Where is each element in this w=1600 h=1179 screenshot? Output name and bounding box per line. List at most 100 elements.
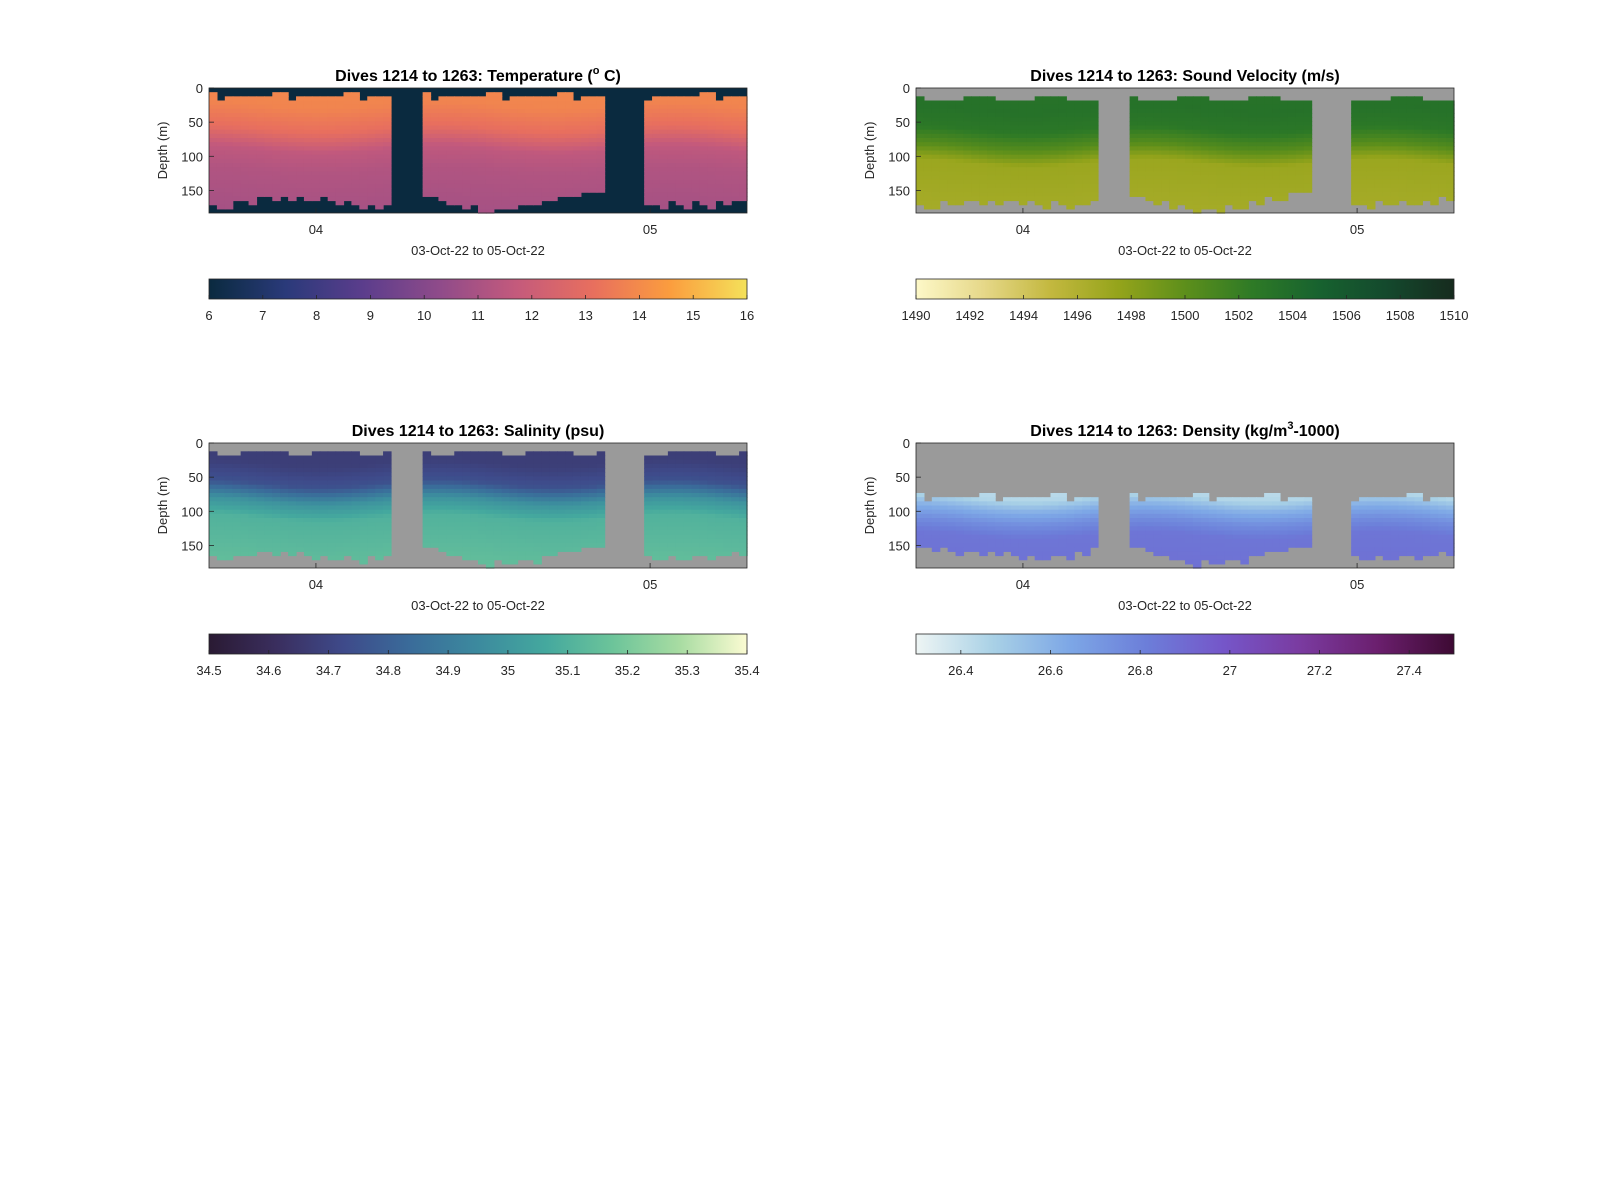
heatmap-cell: [1074, 100, 1083, 106]
heatmap-cell: [303, 188, 313, 193]
heatmap-cell: [224, 459, 234, 465]
heatmap-cell: [1279, 183, 1289, 189]
heatmap-cell: [478, 451, 487, 457]
heatmap-cell: [240, 100, 250, 106]
heatmap-cell: [1406, 100, 1416, 106]
heatmap-cell: [1406, 183, 1416, 189]
heatmap-cell: [916, 138, 925, 143]
heatmap-cell: [683, 497, 693, 502]
heatmap-cell: [280, 167, 289, 172]
colorbar-tick-label: 13: [578, 308, 592, 323]
heatmap-cell: [264, 158, 273, 164]
heatmap-cell: [1010, 146, 1020, 152]
heatmap-cell: [971, 129, 980, 135]
heatmap-cell: [501, 472, 511, 477]
heatmap-cell: [272, 484, 281, 490]
heatmap-cell: [351, 133, 360, 139]
heatmap-cell: [549, 183, 558, 189]
heatmap-cell: [375, 200, 384, 206]
heatmap-cell: [1359, 125, 1368, 131]
heatmap-cell: [240, 543, 250, 548]
heatmap-cell: [248, 142, 258, 147]
heatmap-cell: [422, 154, 432, 160]
heatmap-cell: [675, 451, 685, 457]
heatmap-cell: [1366, 196, 1376, 202]
heatmap-cell: [652, 455, 661, 461]
x-axis-label: 03-Oct-22 to 05-Oct-22: [1118, 243, 1252, 258]
heatmap-cell: [335, 463, 345, 469]
heatmap-cell: [572, 117, 582, 122]
heatmap-cell: [723, 551, 732, 557]
heatmap-cell: [1216, 208, 1226, 214]
heatmap-cell: [1003, 179, 1012, 185]
heatmap-cell: [311, 501, 321, 507]
heatmap-cell: [224, 171, 234, 177]
heatmap-cell: [1185, 167, 1194, 172]
heatmap-cell: [588, 158, 598, 164]
heatmap-cell: [723, 125, 732, 131]
heatmap-cell: [1446, 146, 1455, 152]
heatmap-cell: [1026, 530, 1036, 536]
heatmap-cell: [478, 459, 487, 465]
heatmap-cell: [580, 543, 590, 548]
heatmap-cell: [288, 163, 297, 168]
heatmap-cell: [533, 108, 542, 114]
heatmap-cell: [659, 522, 669, 527]
heatmap-cell: [240, 526, 250, 532]
heatmap-cell: [1034, 518, 1044, 523]
heatmap-cell: [1414, 175, 1423, 181]
heatmap-cell: [1438, 142, 1447, 147]
heatmap-cell: [478, 104, 487, 110]
heatmap-cell: [493, 154, 503, 160]
heatmap-cell: [1010, 125, 1020, 131]
heatmap-cell: [723, 100, 732, 106]
heatmap-cell: [224, 526, 234, 532]
heatmap-cell: [288, 125, 297, 131]
heatmap-cell: [565, 513, 574, 519]
heatmap-cell: [1018, 104, 1028, 110]
heatmap-cell: [1264, 104, 1273, 110]
heatmap-cell: [351, 96, 360, 102]
heatmap-cell: [995, 171, 1004, 177]
heatmap-cell: [1303, 175, 1313, 181]
heatmap-cell: [675, 543, 685, 548]
heatmap-cell: [319, 188, 329, 193]
heatmap-cell: [916, 158, 925, 164]
heatmap-cell: [1414, 188, 1423, 193]
heatmap-cell: [916, 125, 925, 131]
heatmap-cell: [1034, 551, 1044, 557]
heatmap-cell: [509, 555, 519, 561]
heatmap-cell: [1042, 555, 1052, 561]
heatmap-cell: [565, 493, 574, 498]
heatmap-cell: [248, 200, 258, 206]
heatmap-cell: [644, 183, 653, 189]
heatmap-cell: [256, 497, 265, 502]
heatmap-cell: [1161, 154, 1170, 160]
heatmap-cell: [572, 526, 582, 532]
heatmap-cell: [699, 150, 709, 156]
heatmap-cell: [652, 551, 661, 557]
heatmap-cell: [430, 183, 440, 189]
heatmap-cell: [1224, 117, 1234, 122]
heatmap-cell: [303, 125, 313, 131]
heatmap-cell: [580, 505, 590, 511]
heatmap-cell: [383, 108, 392, 114]
heatmap-cell: [659, 167, 669, 172]
heatmap-cell: [652, 522, 661, 527]
heatmap-cell: [557, 513, 566, 519]
heatmap-cell: [335, 543, 345, 548]
heatmap-cell: [438, 530, 447, 536]
heatmap-cell: [1042, 133, 1052, 139]
heatmap-cell: [723, 455, 732, 461]
heatmap-cell: [478, 522, 487, 527]
heatmap-cell: [517, 509, 527, 515]
heatmap-cell: [1153, 538, 1162, 544]
heatmap-cell: [715, 108, 724, 114]
heatmap-cell: [541, 121, 550, 127]
heatmap-cell: [1366, 183, 1376, 189]
heatmap-cell: [224, 179, 234, 185]
heatmap-cell: [580, 509, 590, 515]
heatmap-cell: [216, 125, 226, 131]
heatmap-cell: [739, 146, 748, 152]
heatmap-cell: [383, 455, 392, 461]
